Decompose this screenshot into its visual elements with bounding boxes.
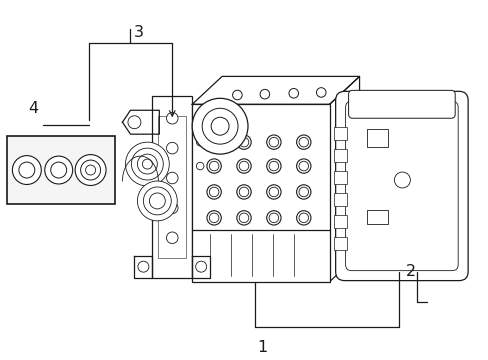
- Circle shape: [268, 161, 278, 171]
- Circle shape: [260, 89, 269, 99]
- Circle shape: [137, 181, 177, 221]
- Circle shape: [85, 165, 95, 175]
- Circle shape: [239, 213, 248, 222]
- Circle shape: [236, 211, 251, 225]
- Circle shape: [209, 187, 219, 197]
- Bar: [366, 210, 387, 224]
- Circle shape: [268, 138, 278, 147]
- Circle shape: [298, 138, 308, 147]
- Circle shape: [206, 159, 221, 173]
- Circle shape: [209, 213, 219, 222]
- Circle shape: [12, 156, 41, 184]
- Text: 4: 4: [28, 101, 38, 116]
- FancyBboxPatch shape: [335, 91, 467, 280]
- Text: 3: 3: [133, 25, 143, 40]
- Bar: [333, 237, 346, 250]
- Circle shape: [239, 161, 248, 171]
- Circle shape: [137, 154, 157, 174]
- Circle shape: [296, 185, 310, 199]
- Circle shape: [75, 154, 106, 185]
- Circle shape: [266, 185, 281, 199]
- Bar: [333, 215, 346, 228]
- Circle shape: [236, 135, 251, 149]
- Text: 1: 1: [256, 340, 266, 355]
- Circle shape: [298, 213, 308, 222]
- FancyBboxPatch shape: [348, 90, 454, 118]
- Circle shape: [211, 117, 228, 135]
- Circle shape: [166, 202, 178, 214]
- Circle shape: [202, 108, 238, 144]
- Bar: [152, 96, 192, 278]
- Circle shape: [206, 211, 221, 225]
- Circle shape: [266, 135, 281, 149]
- Circle shape: [288, 89, 298, 98]
- Circle shape: [296, 211, 310, 225]
- Circle shape: [166, 172, 178, 184]
- FancyBboxPatch shape: [345, 101, 457, 271]
- Circle shape: [19, 162, 35, 178]
- Circle shape: [128, 116, 141, 129]
- Bar: [333, 149, 346, 162]
- Circle shape: [209, 161, 219, 171]
- Bar: [333, 171, 346, 184]
- Circle shape: [239, 187, 248, 197]
- Circle shape: [131, 148, 163, 180]
- Circle shape: [266, 211, 281, 225]
- Circle shape: [192, 98, 247, 154]
- Circle shape: [166, 112, 178, 124]
- Circle shape: [196, 162, 203, 170]
- Circle shape: [166, 232, 178, 244]
- Circle shape: [296, 135, 310, 149]
- Circle shape: [206, 135, 221, 149]
- Circle shape: [125, 142, 169, 186]
- Circle shape: [266, 159, 281, 173]
- Circle shape: [142, 159, 152, 169]
- Circle shape: [143, 187, 171, 215]
- Bar: [366, 129, 387, 147]
- Circle shape: [268, 213, 278, 222]
- Circle shape: [296, 159, 310, 173]
- Circle shape: [138, 261, 148, 272]
- Bar: [158, 116, 186, 258]
- Circle shape: [232, 90, 242, 100]
- Text: 2: 2: [406, 264, 416, 279]
- Circle shape: [239, 138, 248, 147]
- Circle shape: [166, 142, 178, 154]
- Circle shape: [298, 161, 308, 171]
- Bar: [7, 136, 114, 204]
- Circle shape: [81, 160, 101, 180]
- Circle shape: [149, 193, 165, 209]
- Circle shape: [394, 172, 409, 188]
- Circle shape: [51, 162, 66, 178]
- Circle shape: [236, 185, 251, 199]
- Circle shape: [209, 138, 219, 147]
- Bar: [333, 127, 346, 140]
- Circle shape: [316, 88, 325, 97]
- Circle shape: [268, 187, 278, 197]
- Bar: [192, 104, 329, 282]
- Circle shape: [236, 159, 251, 173]
- Bar: [333, 193, 346, 206]
- Circle shape: [195, 261, 206, 272]
- Circle shape: [206, 185, 221, 199]
- Circle shape: [298, 187, 308, 197]
- Circle shape: [196, 138, 203, 146]
- Circle shape: [45, 156, 73, 184]
